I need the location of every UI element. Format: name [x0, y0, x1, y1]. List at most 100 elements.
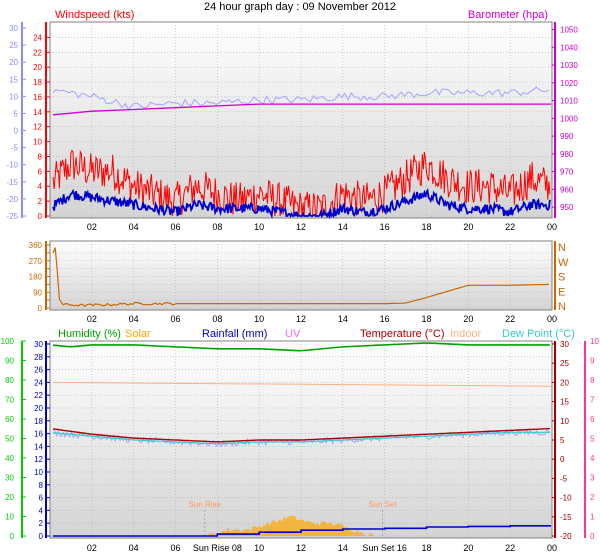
- direction-panel-x-tick-label: 22: [505, 314, 515, 324]
- rainfall-axis-tick-label: 18: [34, 417, 43, 426]
- temperature-axis-tick-label: -20: [560, 532, 572, 541]
- windspeed-gust-series: [52, 149, 551, 218]
- wind-axis-tick-label: 14: [33, 108, 42, 117]
- wind-panel-x-tick-label: 12: [296, 222, 306, 232]
- wind-axis-tick-label: 6: [38, 167, 43, 176]
- wind-axis-tick-label: 0: [38, 212, 43, 221]
- uv-axis-tick-label: 10: [590, 337, 599, 346]
- rainfall-axis-tick-label: 20: [34, 404, 43, 413]
- uv-axis-tick-label: 6: [590, 415, 595, 424]
- temp-axis-tick-label: 10: [9, 92, 18, 101]
- humidity-axis-tick-label: 50: [5, 435, 14, 444]
- barometer-axis-title: Barometer (hpa): [468, 9, 548, 21]
- wind-panel-x-tick-label: 16: [380, 222, 390, 232]
- legend-entry: Indoor: [450, 328, 482, 340]
- uv-axis-tick-label: 1: [590, 513, 595, 522]
- temp-axis-tick-label: 25: [9, 41, 18, 50]
- average-wind-series: [52, 188, 551, 220]
- windspeed-axis-title: Windspeed (kts): [55, 9, 134, 21]
- humidity-panel-x-tick-label: 06: [170, 543, 180, 553]
- direction-panel-bg: [49, 240, 553, 311]
- wind-panel-x-tick-label: 04: [129, 222, 139, 232]
- wind-panel-x-tick-label: 00: [547, 222, 557, 232]
- wind-panel-x-tick-label: 06: [170, 222, 180, 232]
- rainfall-axis-tick-label: 14: [34, 442, 43, 451]
- direction-panel-x-tick-label: 18: [421, 314, 431, 324]
- legend-entry: Rainfall (mm): [202, 328, 267, 340]
- rainfall-axis-tick-label: 2: [39, 519, 44, 528]
- temperature-axis-tick-label: 0: [560, 455, 565, 464]
- temp-axis-tick-label: 15: [9, 75, 18, 84]
- compass-label: W: [558, 257, 569, 269]
- compass-label: E: [558, 286, 565, 298]
- humidity-axis-tick-label: 40: [5, 454, 14, 463]
- temperature-axis-tick-label: 5: [560, 436, 565, 445]
- direction-panel-x-tick-label: 00: [547, 314, 557, 324]
- wind-panel-x-tick-label: 10: [254, 222, 264, 232]
- humidity-panel-x-tick-label: Sun Set 16: [362, 543, 407, 553]
- temperature-axis-tick-label: 30: [560, 340, 569, 349]
- direction-axis-tick-label: 90: [33, 288, 42, 297]
- uv-axis-tick-label: 8: [590, 376, 595, 385]
- humidity-panel-x-tick-label: 02: [87, 543, 97, 553]
- humidity-panel-x-tick-label: 10: [254, 543, 264, 553]
- temperature-series: [53, 427, 550, 443]
- wind-axis-tick-label: 8: [38, 152, 43, 161]
- direction-panel-x-tick-label: 10: [254, 314, 264, 324]
- humidity-axis-tick-label: 60: [5, 415, 14, 424]
- legend-entry: Temperature (°C): [360, 328, 444, 340]
- rainfall-series: [53, 524, 551, 537]
- barometer-axis-tick-label: 1020: [560, 79, 578, 88]
- dewpoint-series: [53, 431, 550, 445]
- humidity-panel-x-tick-label: 12: [296, 543, 306, 553]
- humidity-panel-x-tick-label: 04: [129, 543, 139, 553]
- wind-axis-tick-label: 22: [33, 48, 42, 57]
- temperature-axis-tick-label: -10: [560, 494, 572, 503]
- humidity-panel-x-tick-label: Sun Rise 08: [193, 543, 242, 553]
- barometer-axis-tick-label: 1040: [560, 43, 578, 52]
- barometer-axis-tick-label: 950: [560, 203, 574, 212]
- wind-panel-x-tick-label: 18: [421, 222, 431, 232]
- wind-axis-tick-label: 12: [33, 123, 42, 132]
- legend-entry: Humidity (%): [58, 328, 121, 340]
- rainfall-axis-tick-label: 26: [34, 366, 43, 375]
- barometer-axis-tick-label: 960: [560, 185, 574, 194]
- uv-axis-tick-label: 2: [590, 493, 595, 502]
- temp-axis-tick-label: 0: [14, 127, 19, 136]
- direction-axis-tick-label: 0: [38, 304, 43, 313]
- uv-axis-tick-label: 7: [590, 396, 595, 405]
- humidity-axis-tick-label: 20: [5, 493, 14, 502]
- humidity-axis-tick-label: 0: [10, 532, 15, 541]
- humidity-axis-tick-label: 30: [5, 474, 14, 483]
- rainfall-axis-tick-label: 30: [34, 340, 43, 349]
- barometer-axis-tick-label: 1010: [560, 97, 578, 106]
- rainfall-axis-tick-label: 4: [39, 506, 44, 515]
- humidity-panel-x-tick-label: 00: [547, 543, 557, 553]
- direction-panel-x-tick-label: 02: [87, 314, 97, 324]
- barometer-series: [53, 103, 551, 116]
- rainfall-axis-tick-label: 12: [34, 455, 43, 464]
- temperature-axis-tick-label: 20: [560, 378, 569, 387]
- humidity-axis-tick-label: 70: [5, 396, 14, 405]
- rainfall-axis-tick-label: 22: [34, 391, 43, 400]
- wind-panel-x-tick-label: 22: [505, 222, 515, 232]
- humidity-panel-x-tick-label: 14: [338, 543, 348, 553]
- wind-direction-series: [52, 247, 549, 308]
- legend-entry: Dew Point (°C): [502, 328, 575, 340]
- wind-axis-tick-label: 10: [33, 138, 42, 147]
- barometer-axis-tick-label: 1030: [560, 61, 578, 70]
- humidity-series: [53, 342, 550, 352]
- compass-label: S: [558, 272, 565, 284]
- compass-label: N: [558, 301, 566, 313]
- direction-panel-x-tick-label: 20: [463, 314, 473, 324]
- rainfall-axis-tick-label: 16: [34, 430, 43, 439]
- humidity-axis-tick-label: 90: [5, 357, 14, 366]
- temperature-axis-tick-label: 15: [560, 398, 569, 407]
- direction-panel-x-tick-label: 04: [129, 314, 139, 324]
- humidity-axis-tick-label: 80: [5, 376, 14, 385]
- humidity-axis-tick-label: 100: [1, 337, 15, 346]
- direction-panel-x-tick-label: 16: [380, 314, 390, 324]
- temperature-axis-tick-label: 25: [560, 359, 569, 368]
